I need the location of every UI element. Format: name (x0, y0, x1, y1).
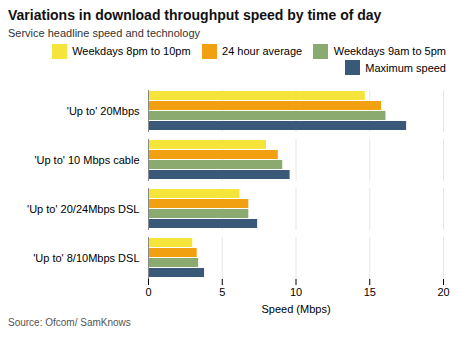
html-text:24 hour average: 24 hour average (222, 45, 303, 58)
svg-text:'Up to' 20Mbps: 'Up to' 20Mbps (67, 105, 140, 117)
svg-text:'Up to' 8/10Mbps DSL: 'Up to' 8/10Mbps DSL (33, 252, 139, 264)
svg-text:15: 15 (364, 286, 376, 298)
html-text:Source: Ofcom/ SamKnows: Source: Ofcom/ SamKnows (8, 316, 131, 328)
svg-text:'Up to' 20/24Mbps DSL: 'Up to' 20/24Mbps DSL (27, 203, 139, 215)
svg-text:20: 20 (437, 286, 449, 298)
html-text:Weekdays 8pm to 10pm: Weekdays 8pm to 10pm (72, 45, 191, 58)
html-text:Service headline speed and tec: Service headline speed and technology (8, 27, 200, 39)
svg-text:0: 0 (145, 286, 151, 298)
html-text:Maximum speed: Maximum speed (365, 61, 446, 74)
html-text:Variations in download through: Variations in download throughput speed … (8, 7, 382, 23)
svg-text:10: 10 (290, 286, 302, 298)
svg-text:5: 5 (219, 286, 225, 298)
html-text:Weekdays 9am to 5pm: Weekdays 9am to 5pm (333, 45, 446, 58)
svg-text:'Up to' 10 Mbps cable: 'Up to' 10 Mbps cable (34, 154, 139, 166)
svg-text:Speed (Mbps): Speed (Mbps) (261, 302, 330, 314)
